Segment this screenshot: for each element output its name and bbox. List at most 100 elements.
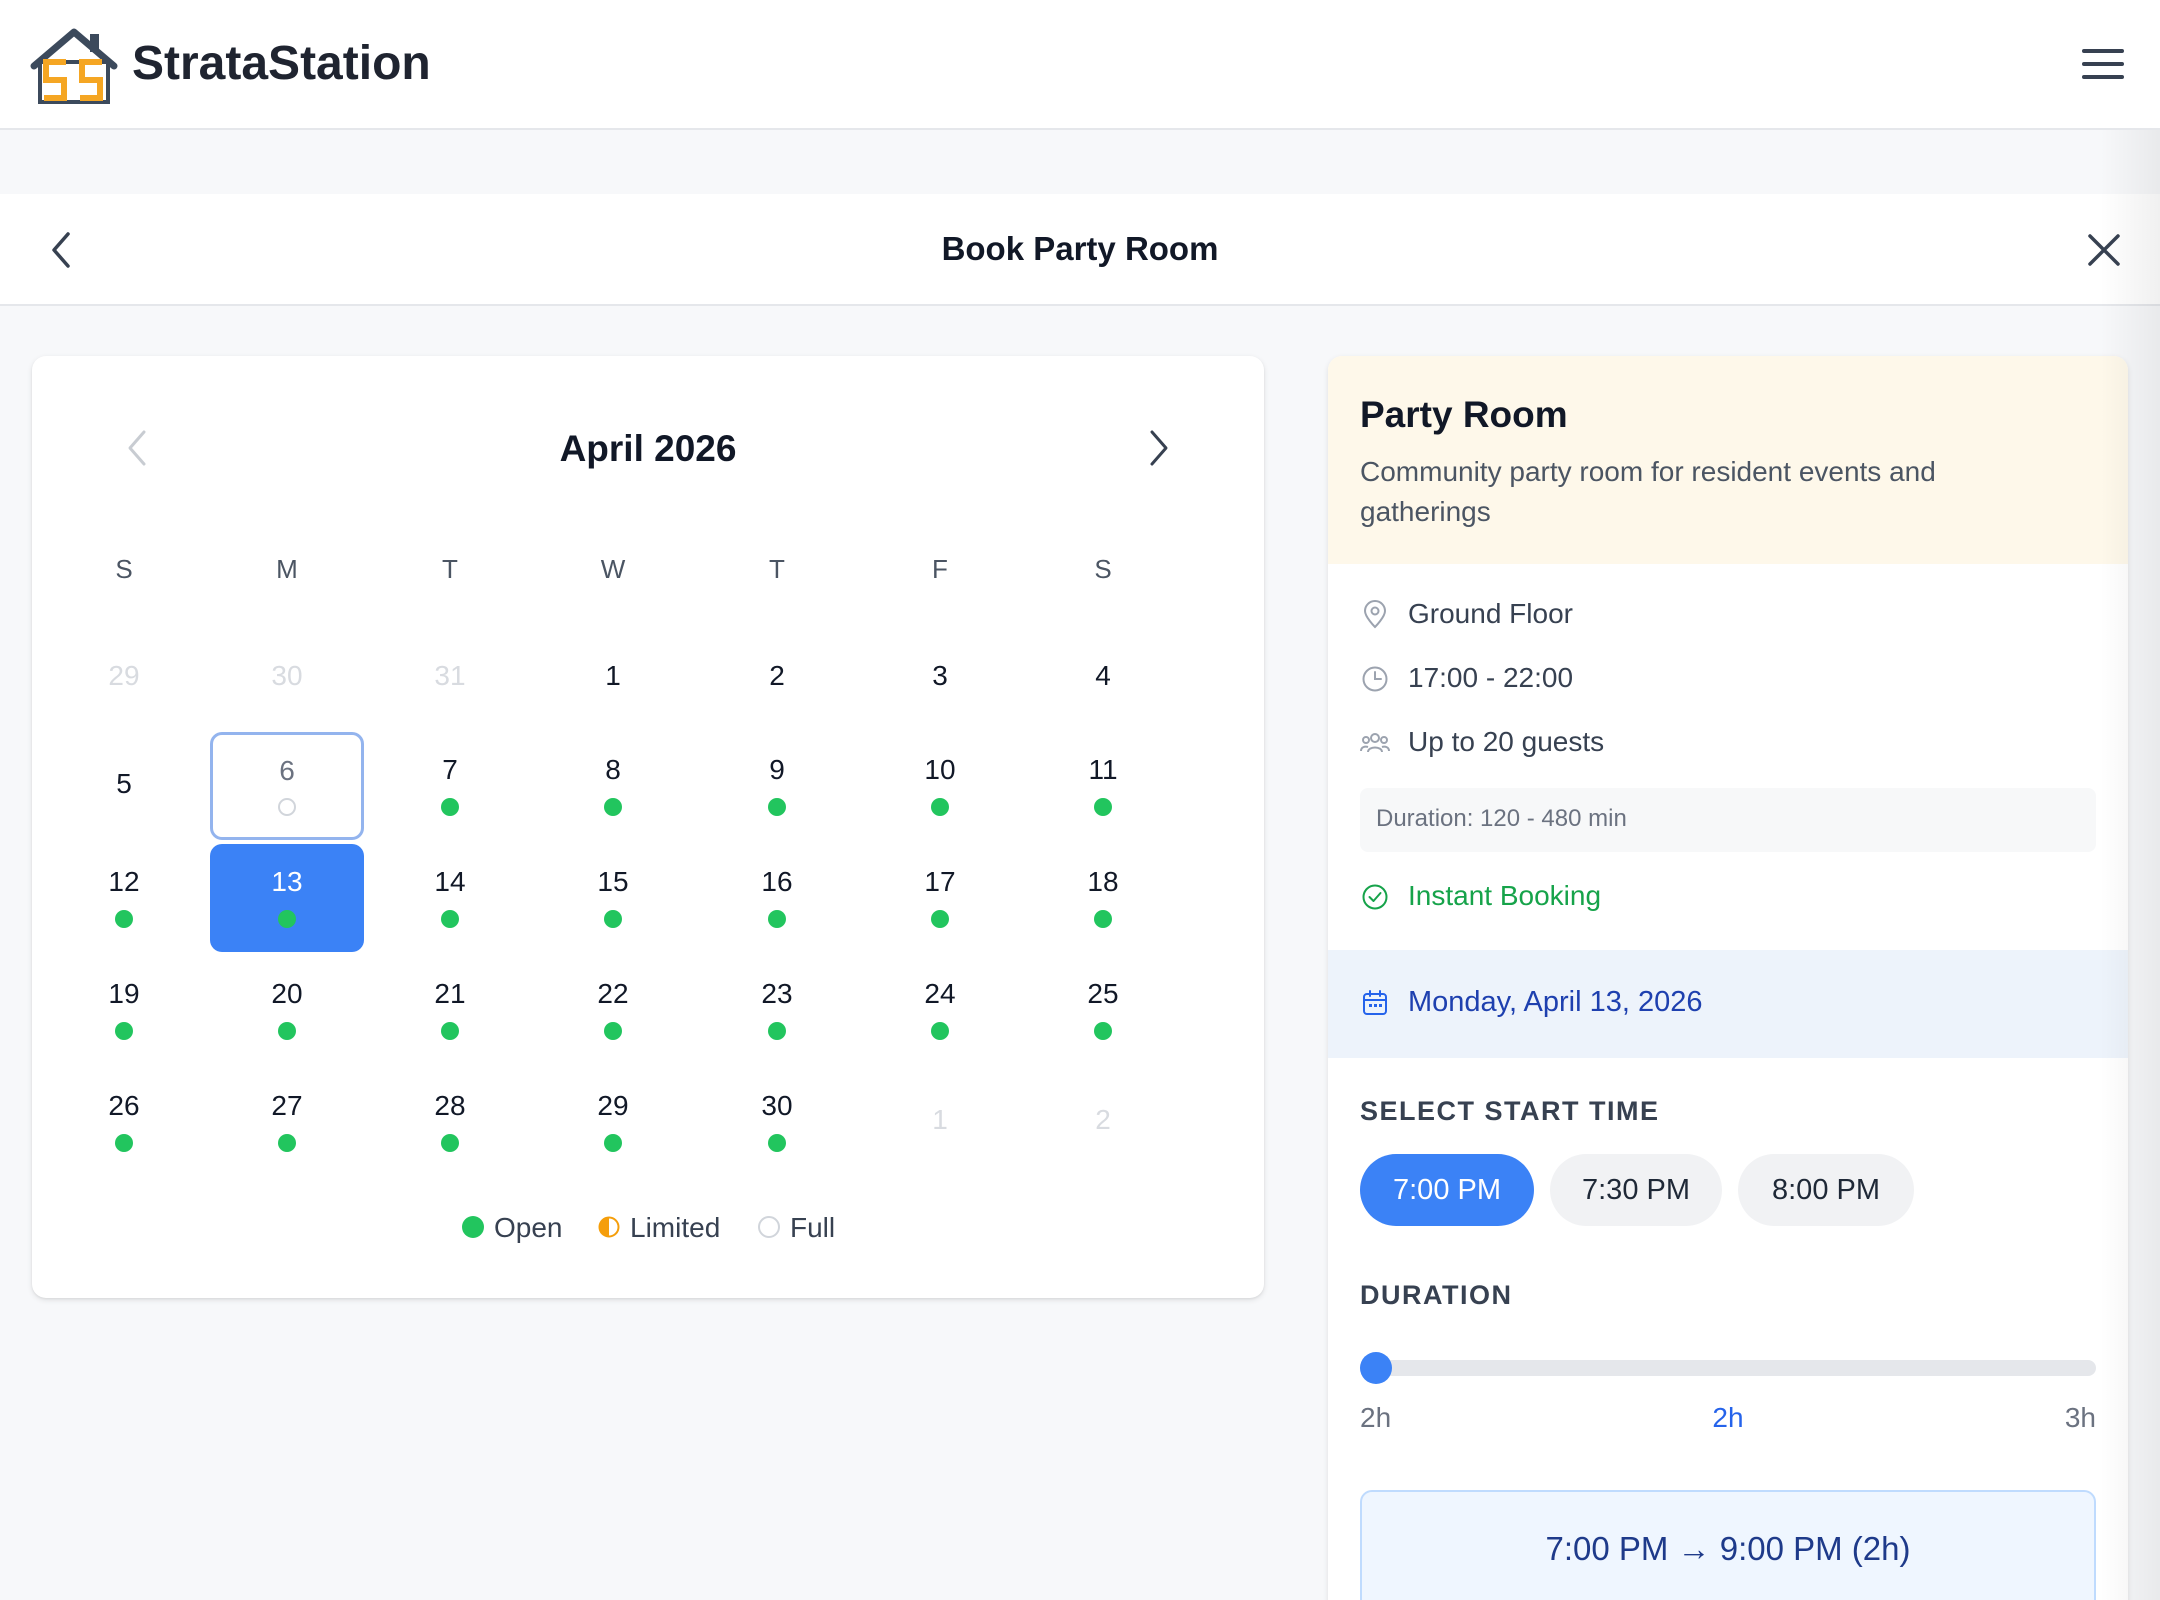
duration-max-label: 3h bbox=[2064, 1402, 2096, 1433]
availability-open-dot bbox=[768, 1022, 786, 1040]
calendar-day-number: 7 bbox=[442, 754, 458, 785]
calendar-day-number: 17 bbox=[924, 866, 956, 897]
close-icon[interactable] bbox=[2082, 228, 2126, 272]
calendar-day[interactable]: 9 bbox=[700, 732, 854, 840]
app-header: StrataStation bbox=[0, 0, 2160, 130]
calendar-day[interactable]: 22 bbox=[536, 956, 690, 1064]
calendar-day[interactable]: 15 bbox=[536, 844, 690, 952]
calendar-day[interactable]: 19 bbox=[47, 956, 201, 1064]
availability-open-dot bbox=[768, 798, 786, 816]
duration-slider-thumb[interactable] bbox=[1360, 1352, 1392, 1384]
calendar-day-number: 26 bbox=[108, 1090, 140, 1121]
duration-heading: DURATION bbox=[1360, 1280, 1513, 1310]
calendar-day[interactable]: 8 bbox=[536, 732, 690, 840]
calendar-day[interactable]: 17 bbox=[863, 844, 1017, 952]
room-hours: 17:00 - 22:00 bbox=[1408, 662, 1574, 693]
time-slot-800pm[interactable]: 8:00 PM bbox=[1738, 1154, 1914, 1226]
room-name: Party Room bbox=[1360, 394, 1568, 435]
duration-slider-track[interactable] bbox=[1360, 1360, 2096, 1376]
availability-open-dot bbox=[441, 910, 459, 928]
calendar-day-number: 11 bbox=[1088, 754, 1118, 785]
calendar-day-number: 23 bbox=[761, 978, 793, 1009]
availability-open-dot bbox=[768, 910, 786, 928]
clock-icon bbox=[1362, 666, 1388, 692]
hamburger-menu-icon[interactable] bbox=[2080, 44, 2126, 84]
legend-limited-icon bbox=[598, 1216, 620, 1238]
calendar-day[interactable]: 10 bbox=[863, 732, 1017, 840]
duration-min-label: 2h bbox=[1360, 1402, 1392, 1433]
calendar-day-number: 4 bbox=[1095, 660, 1111, 691]
weekday-label: M bbox=[276, 554, 298, 584]
calendar-day[interactable]: 16 bbox=[700, 844, 854, 952]
legend-limited-label: Limited bbox=[630, 1212, 721, 1243]
calendar-day[interactable]: 7 bbox=[373, 732, 527, 840]
calendar-day[interactable]: 23 bbox=[700, 956, 854, 1064]
selected-date-bar: Monday, April 13, 2026 bbox=[1328, 950, 2128, 1058]
calendar-day[interactable]: 1 bbox=[536, 624, 690, 732]
calendar-day[interactable]: 29 bbox=[536, 1068, 690, 1176]
weekday-label: T bbox=[442, 554, 458, 584]
calendar-day[interactable]: 28 bbox=[373, 1068, 527, 1176]
calendar-day[interactable]: 3 bbox=[863, 624, 1017, 732]
previous-month-button[interactable] bbox=[118, 426, 158, 470]
calendar-day-number: 9 bbox=[769, 754, 785, 785]
calendar-day-number: 6 bbox=[279, 755, 295, 786]
calendar-day[interactable]: 20 bbox=[210, 956, 364, 1064]
duration-rule-box: Duration: 120 - 480 min bbox=[1360, 788, 2096, 852]
calendar-day-number: 3 bbox=[932, 660, 948, 691]
calendar-day: 2 bbox=[1026, 1068, 1180, 1176]
availability-open-dot bbox=[1094, 910, 1112, 928]
availability-open-dot bbox=[604, 798, 622, 816]
availability-open-dot bbox=[604, 910, 622, 928]
calendar-day[interactable]: 5 bbox=[47, 732, 201, 840]
calendar-day-number: 27 bbox=[271, 1090, 303, 1121]
calendar-day-number: 18 bbox=[1087, 866, 1119, 897]
calendar-day-number: 31 bbox=[434, 660, 466, 691]
calendar-day[interactable]: 4 bbox=[1026, 624, 1180, 732]
time-slot-730pm[interactable]: 7:30 PM bbox=[1550, 1154, 1722, 1226]
calendar-day[interactable]: 2 bbox=[700, 624, 854, 732]
weekday-label: W bbox=[600, 554, 626, 584]
chevron-left-icon[interactable] bbox=[40, 228, 84, 272]
calendar-day[interactable]: 12 bbox=[47, 844, 201, 952]
legend-full-label: Full bbox=[790, 1212, 836, 1243]
availability-open-dot bbox=[931, 798, 949, 816]
time-slot-700pm[interactable]: 7:00 PM bbox=[1360, 1154, 1534, 1226]
calendar-day: 1 bbox=[863, 1068, 1017, 1176]
booking-summary: 7:00 PM → 9:00 PM (2h) bbox=[1360, 1490, 2096, 1600]
availability-open-dot bbox=[604, 1134, 622, 1152]
calendar-day-number: 10 bbox=[924, 754, 956, 785]
next-month-button[interactable] bbox=[1138, 426, 1178, 470]
calendar-day[interactable]: 30 bbox=[700, 1068, 854, 1176]
calendar-day[interactable]: 27 bbox=[210, 1068, 364, 1176]
start-time-heading: SELECT START TIME bbox=[1360, 1096, 1660, 1126]
calendar-day[interactable]: 18 bbox=[1026, 844, 1180, 952]
modal-header: Book Party Room bbox=[0, 194, 2160, 306]
availability-open-dot bbox=[115, 910, 133, 928]
room-description: Community party room for resident events… bbox=[1360, 456, 1936, 527]
calendar-day-number: 12 bbox=[108, 866, 140, 897]
calendar-day: 30 bbox=[210, 624, 364, 732]
calendar-day-number: 29 bbox=[597, 1090, 629, 1121]
availability-open-dot bbox=[931, 1022, 949, 1040]
availability-open-dot bbox=[278, 1134, 296, 1152]
calendar-day[interactable]: 26 bbox=[47, 1068, 201, 1176]
calendar-day-selected[interactable]: 13 bbox=[210, 844, 364, 952]
calendar-day-number: 8 bbox=[605, 754, 621, 785]
calendar-day-today[interactable]: 6 bbox=[210, 732, 364, 840]
calendar-day[interactable]: 25 bbox=[1026, 956, 1180, 1064]
availability-open-dot bbox=[278, 910, 296, 928]
calendar-day-number: 22 bbox=[597, 978, 629, 1009]
weekday-label: S bbox=[1094, 554, 1112, 584]
booking-summary-text: 7:00 PM → 9:00 PM (2h) bbox=[1545, 1530, 1911, 1567]
calendar-day[interactable]: 24 bbox=[863, 956, 1017, 1064]
weekday-label: F bbox=[932, 554, 948, 584]
calendar-day[interactable]: 11 bbox=[1026, 732, 1180, 840]
house-logo-icon[interactable] bbox=[30, 26, 118, 104]
calendar-day: 31 bbox=[373, 624, 527, 732]
calendar-day[interactable]: 21 bbox=[373, 956, 527, 1064]
duration-rule-text: Duration: 120 - 480 min bbox=[1376, 805, 1627, 832]
calendar-day[interactable]: 14 bbox=[373, 844, 527, 952]
calendar-month-label: April 2026 bbox=[559, 428, 737, 469]
calendar-day: 29 bbox=[47, 624, 201, 732]
